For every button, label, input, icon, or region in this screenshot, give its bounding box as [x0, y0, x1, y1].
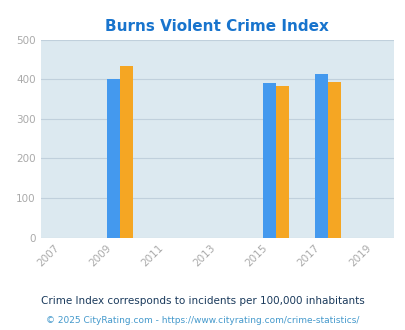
Title: Burns Violent Crime Index: Burns Violent Crime Index — [105, 19, 328, 34]
Bar — [275, 86, 288, 238]
Bar — [262, 83, 275, 238]
Text: Crime Index corresponds to incidents per 100,000 inhabitants: Crime Index corresponds to incidents per… — [41, 296, 364, 306]
Bar — [119, 66, 132, 238]
Bar — [314, 75, 327, 238]
Bar — [107, 79, 119, 238]
Text: © 2025 CityRating.com - https://www.cityrating.com/crime-statistics/: © 2025 CityRating.com - https://www.city… — [46, 316, 359, 325]
Bar — [327, 82, 340, 238]
